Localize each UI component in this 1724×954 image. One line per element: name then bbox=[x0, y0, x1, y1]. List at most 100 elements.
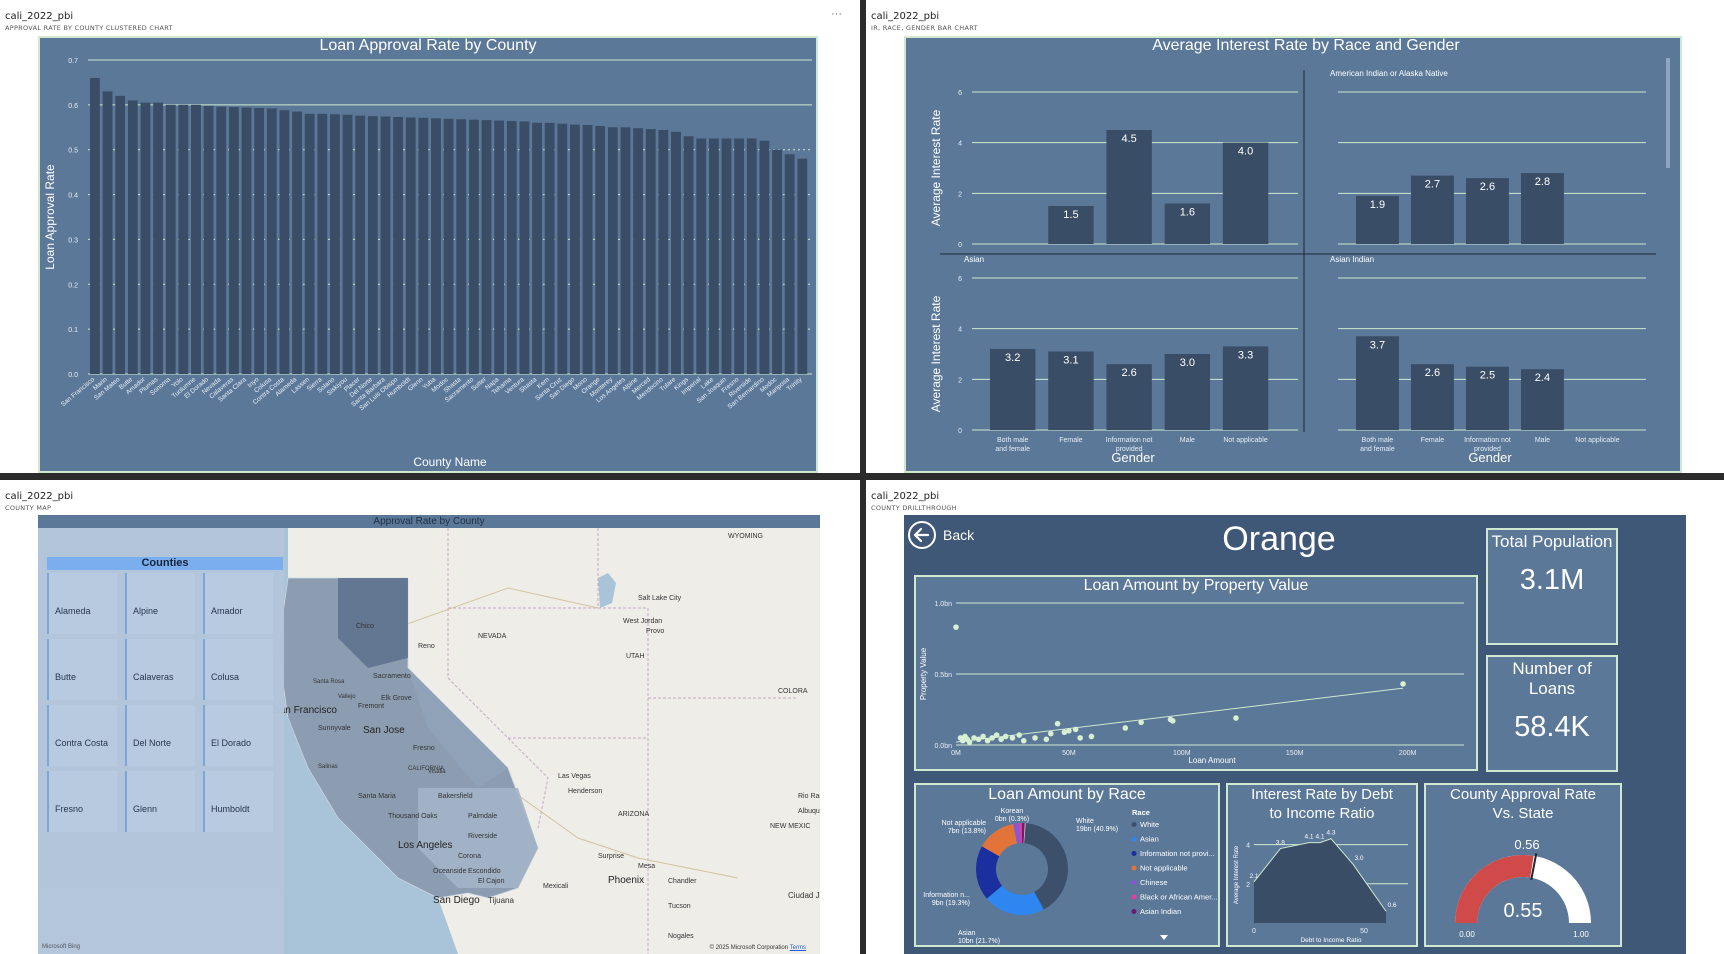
bar[interactable] bbox=[696, 138, 707, 375]
scatter-point[interactable] bbox=[1020, 737, 1027, 744]
bar[interactable] bbox=[784, 154, 795, 374]
bar[interactable] bbox=[431, 118, 441, 374]
eastern-counties[interactable] bbox=[408, 668, 508, 788]
bar[interactable] bbox=[570, 124, 580, 374]
bar[interactable] bbox=[683, 136, 694, 374]
scatter-point[interactable] bbox=[980, 733, 986, 740]
donut-slice[interactable] bbox=[1021, 823, 1025, 844]
scatter-point[interactable] bbox=[1032, 735, 1038, 741]
bar[interactable] bbox=[1164, 354, 1211, 430]
bar[interactable] bbox=[721, 138, 732, 375]
slicer-item-glenn[interactable]: Glenn bbox=[125, 771, 195, 832]
donut-slice[interactable] bbox=[1024, 823, 1068, 910]
bar[interactable] bbox=[393, 116, 404, 375]
bar[interactable] bbox=[1411, 175, 1454, 244]
bar[interactable] bbox=[658, 129, 669, 374]
bar[interactable] bbox=[380, 116, 391, 375]
interest-rate-visual[interactable]: cali_2022_pbi IR, RACE, GENDER BAR CHART… bbox=[866, 0, 1724, 473]
bar[interactable] bbox=[1106, 364, 1152, 430]
bar[interactable] bbox=[178, 104, 189, 374]
bar[interactable] bbox=[254, 107, 265, 375]
scatter-point[interactable] bbox=[1169, 718, 1176, 724]
bar[interactable] bbox=[1106, 130, 1152, 244]
legend-item[interactable]: Asian Indian bbox=[1140, 907, 1181, 916]
back-button[interactable]: Back bbox=[907, 520, 974, 550]
bar[interactable] bbox=[1521, 369, 1564, 430]
slicer-item-alameda[interactable]: Alameda bbox=[47, 573, 117, 634]
bar[interactable] bbox=[481, 120, 492, 374]
bar[interactable] bbox=[1356, 195, 1399, 244]
bar[interactable] bbox=[456, 119, 467, 374]
approval-rate-visual[interactable]: cali_2022_pbi APPROVAL RATE BY COUNTY CL… bbox=[0, 0, 860, 473]
bar[interactable] bbox=[746, 138, 757, 375]
bar[interactable] bbox=[645, 129, 656, 374]
scatter-point[interactable] bbox=[1122, 725, 1129, 731]
scatter-point[interactable] bbox=[1077, 735, 1083, 741]
bar[interactable] bbox=[1222, 346, 1269, 430]
scatter-point[interactable] bbox=[1072, 726, 1079, 733]
slicer-item-fresno[interactable]: Fresno bbox=[47, 771, 117, 832]
terms-link[interactable]: Terms bbox=[789, 945, 806, 951]
bar[interactable] bbox=[620, 127, 631, 375]
map-canvas[interactable]: Approval Rate by County WYOMING NEVADA UTA… bbox=[38, 515, 820, 954]
county-drillthrough-visual[interactable]: cali_2022_pbi COUNTY DRILLTHROUGH Back O… bbox=[866, 480, 1724, 954]
bar[interactable] bbox=[304, 113, 315, 374]
bar[interactable] bbox=[1521, 173, 1564, 244]
scatter-point[interactable] bbox=[1233, 715, 1239, 721]
scatter-point[interactable] bbox=[975, 736, 982, 743]
bar[interactable] bbox=[1466, 366, 1509, 430]
slicer-item-colusa[interactable]: Colusa bbox=[203, 639, 273, 700]
bar[interactable] bbox=[191, 104, 201, 374]
donut-slice[interactable] bbox=[986, 885, 1044, 915]
bar[interactable] bbox=[759, 140, 770, 374]
donut-slice[interactable] bbox=[1019, 823, 1022, 844]
scatter-point[interactable] bbox=[953, 624, 959, 630]
slicer-item-alpine[interactable]: Alpine bbox=[125, 573, 195, 634]
northern-counties[interactable] bbox=[338, 578, 408, 668]
bar[interactable] bbox=[355, 115, 366, 374]
bar[interactable] bbox=[772, 149, 782, 374]
scatter-point[interactable] bbox=[1066, 728, 1072, 734]
bar[interactable] bbox=[342, 114, 353, 375]
slicer-item-contra-costa[interactable]: Contra Costa bbox=[47, 705, 117, 766]
bar[interactable] bbox=[1048, 351, 1094, 430]
scatter-point[interactable] bbox=[971, 735, 977, 741]
bar[interactable] bbox=[582, 125, 593, 375]
bar[interactable] bbox=[519, 121, 530, 374]
scatter-point[interactable] bbox=[1138, 719, 1144, 726]
bar[interactable] bbox=[165, 104, 176, 374]
scatter-point[interactable] bbox=[989, 735, 995, 741]
scatter-point[interactable] bbox=[984, 737, 991, 744]
donut-slice[interactable] bbox=[981, 823, 1018, 857]
legend-item[interactable]: White bbox=[1140, 820, 1159, 829]
bar[interactable] bbox=[633, 128, 644, 374]
bar[interactable] bbox=[607, 127, 618, 375]
bar[interactable] bbox=[330, 114, 340, 374]
bar[interactable] bbox=[494, 120, 505, 374]
bar[interactable] bbox=[557, 123, 568, 374]
scatter-point[interactable] bbox=[1054, 720, 1061, 727]
bar[interactable] bbox=[241, 107, 252, 374]
bar[interactable] bbox=[1048, 206, 1094, 244]
bar[interactable] bbox=[127, 100, 138, 374]
legend-item[interactable]: Not applicable bbox=[1140, 864, 1188, 873]
slicer-item-el-dorado[interactable]: El Dorado bbox=[203, 705, 273, 766]
bar[interactable] bbox=[266, 108, 277, 375]
scatter-point[interactable] bbox=[1048, 730, 1054, 737]
slicer-item-butte[interactable]: Butte bbox=[47, 639, 117, 700]
southern-counties[interactable] bbox=[418, 788, 538, 888]
bar[interactable] bbox=[1411, 364, 1454, 430]
donut-slice[interactable] bbox=[976, 846, 1003, 899]
bar[interactable] bbox=[990, 348, 1036, 430]
bar[interactable] bbox=[203, 105, 214, 375]
bar[interactable] bbox=[279, 110, 290, 375]
bar[interactable] bbox=[115, 95, 126, 374]
slicer-item-del-norte[interactable]: Del Norte bbox=[125, 705, 195, 766]
bar[interactable] bbox=[1356, 336, 1399, 430]
legend-item[interactable]: Information not provi... bbox=[1140, 849, 1215, 858]
scatter-point[interactable] bbox=[993, 732, 1000, 738]
legend-item[interactable]: Asian bbox=[1140, 835, 1159, 844]
bar[interactable] bbox=[443, 118, 454, 375]
bar[interactable] bbox=[1164, 203, 1211, 244]
scatter-point[interactable] bbox=[1009, 735, 1016, 741]
